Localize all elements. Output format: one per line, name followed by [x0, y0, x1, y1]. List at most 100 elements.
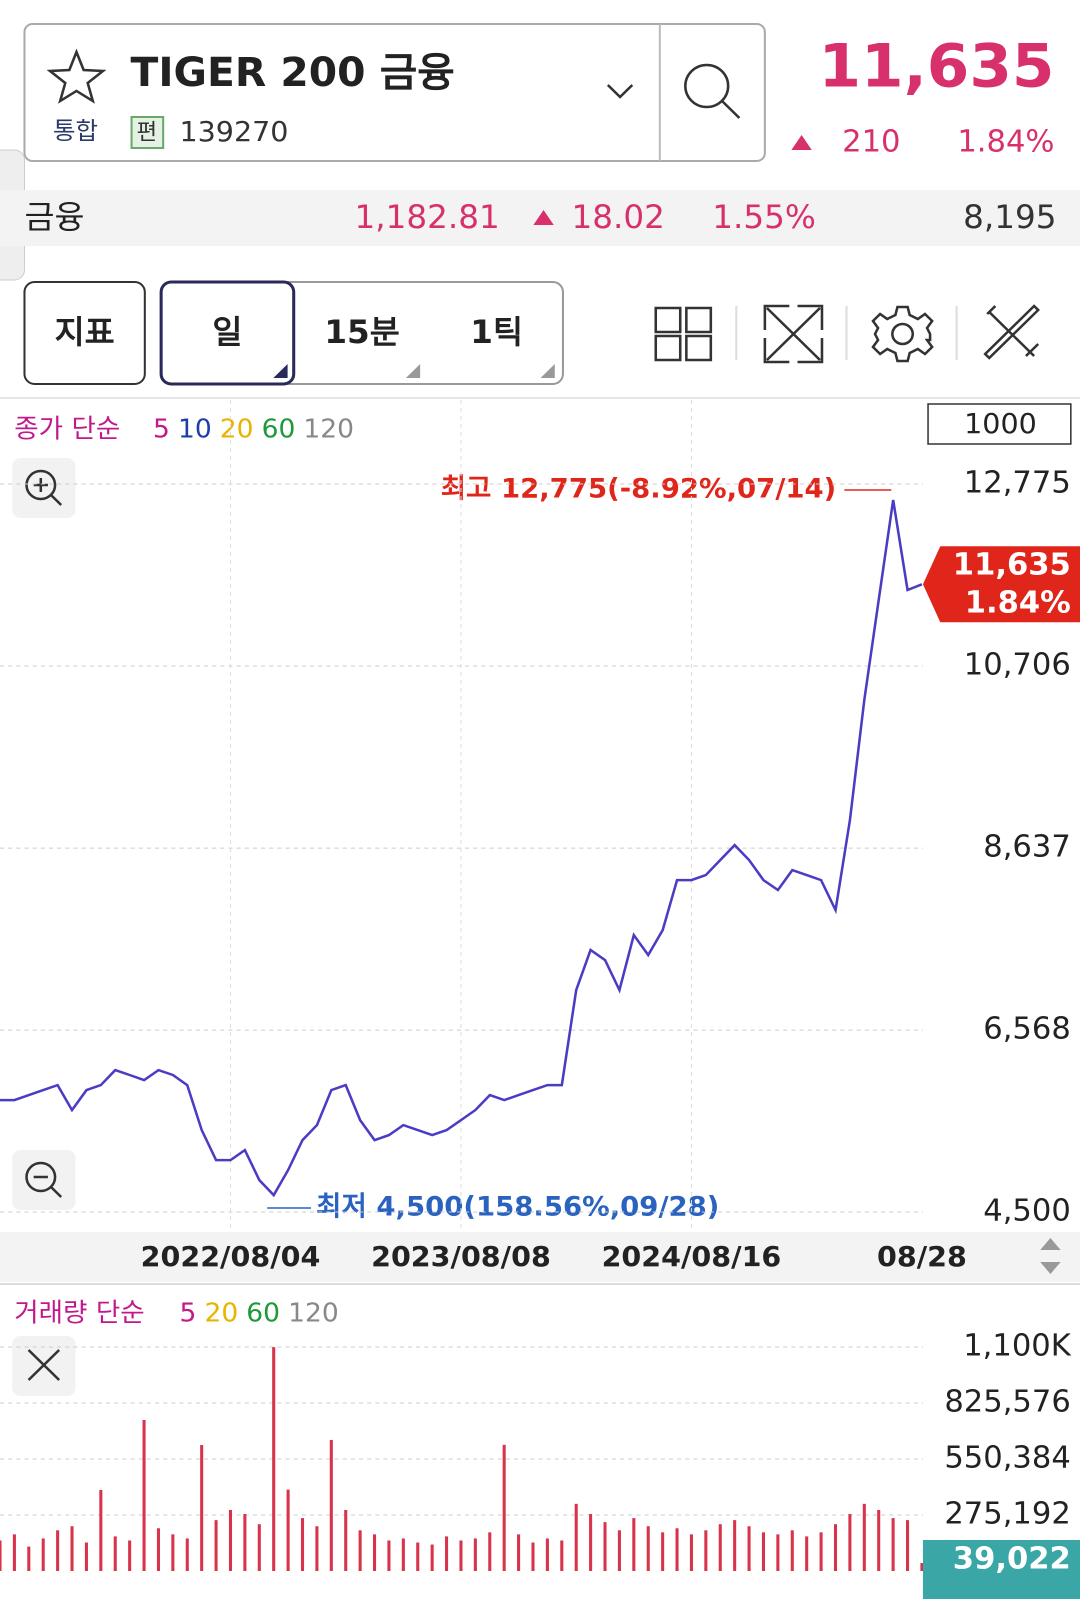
volume-bar — [646, 1526, 650, 1571]
y-tick-label: 6,568 — [983, 1012, 1071, 1047]
zoom-in[interactable] — [12, 458, 76, 518]
indicator-button[interactable] — [23, 281, 146, 385]
y-tick-label: 275,192 — [944, 1497, 1070, 1532]
volume-bar — [286, 1489, 290, 1571]
volume-bar — [373, 1534, 377, 1571]
y-tick-label: 10,706 — [964, 648, 1071, 683]
volume-bar — [704, 1530, 708, 1571]
volume-bar — [128, 1540, 132, 1571]
volume-bar — [747, 1526, 751, 1571]
volume-bar — [430, 1544, 434, 1571]
expand-icon[interactable] — [763, 304, 824, 364]
volume-bar — [733, 1520, 737, 1571]
volume-bar — [517, 1534, 521, 1571]
volume-bar — [718, 1524, 722, 1571]
volume-bar — [632, 1518, 636, 1571]
legend-item: 120 — [288, 1299, 339, 1329]
volume-bar — [113, 1536, 117, 1571]
volume-bar — [84, 1542, 88, 1571]
badge-box — [130, 116, 165, 149]
up-arrow — [533, 210, 554, 225]
volume-bar — [329, 1439, 333, 1571]
y-tick-label: 4,500 — [983, 1194, 1071, 1229]
search-box[interactable] — [23, 23, 766, 162]
zoom-out[interactable] — [12, 1150, 76, 1210]
favorite-star[interactable] — [46, 48, 107, 104]
low-annotation: 최저 4,500(158.56%,09/28) — [316, 1192, 719, 1223]
price-line — [0, 499, 923, 1198]
tab-selected[interactable] — [159, 280, 296, 386]
volume-bar — [689, 1534, 693, 1571]
dropdown-arrow[interactable] — [606, 84, 634, 99]
index-value: 1,182.81 — [354, 198, 499, 236]
volume-bar — [416, 1542, 420, 1571]
last-price: 11,635 — [953, 548, 1071, 583]
tools-icon[interactable] — [983, 304, 1040, 360]
legend-item: 60 — [262, 415, 296, 445]
volume-bar — [761, 1532, 765, 1571]
settings-icon[interactable] — [871, 305, 934, 363]
badge: 편 — [137, 120, 158, 146]
tab-label[interactable]: 1틱 — [470, 313, 523, 351]
volume-bar — [387, 1540, 391, 1571]
count: 1000 — [964, 407, 1037, 440]
volume-bar — [574, 1503, 578, 1571]
volume-bar — [156, 1528, 160, 1571]
legend-item: 60 — [246, 1299, 280, 1329]
price-change: 210 — [842, 125, 900, 160]
x-tick-label: 2022/08/04 — [141, 1240, 321, 1273]
high-annotation: 최고 12,775(-8.92%,07/14) — [441, 474, 837, 505]
y-tick-label: 825,576 — [944, 1385, 1070, 1420]
volume-bar — [531, 1542, 535, 1571]
x-tick-label: 2024/08/16 — [602, 1240, 782, 1273]
index-volume: 8,195 — [963, 198, 1056, 236]
legend-item: 120 — [303, 415, 354, 445]
volume-bar — [473, 1538, 477, 1571]
volume-bar — [661, 1532, 665, 1571]
volume-bar — [790, 1530, 794, 1571]
y-tick-label: 550,384 — [944, 1441, 1070, 1476]
y-tick-label: 12,775 — [964, 466, 1071, 501]
x-tick-label: 08/28 — [877, 1240, 967, 1273]
volume-bar — [401, 1538, 405, 1571]
index-rate: 1.55% — [712, 198, 816, 236]
tab-label[interactable]: 15분 — [324, 313, 399, 351]
volume-bar — [445, 1536, 449, 1571]
volume-bar — [185, 1538, 189, 1571]
index-name: 금융 — [24, 198, 84, 236]
stock-code: 139270 — [179, 115, 288, 148]
last-price-tag — [922, 546, 1080, 623]
corner-mark — [405, 364, 421, 378]
last-volume-tag — [922, 1540, 1080, 1599]
volume-bar — [228, 1509, 233, 1571]
volume-bar — [41, 1538, 45, 1571]
volume-bar — [272, 1347, 276, 1571]
y-tick-label: 8,637 — [983, 830, 1071, 865]
x-axis-band — [0, 1232, 1080, 1282]
last-volume: 39,022 — [953, 1542, 1071, 1577]
volume-bar — [99, 1490, 103, 1571]
volume-bar — [142, 1420, 146, 1571]
volume-bar — [12, 1534, 16, 1571]
market: 통합 — [53, 117, 98, 145]
count-box[interactable] — [927, 403, 1072, 445]
layout-icon[interactable] — [654, 306, 713, 362]
search-icon[interactable] — [684, 63, 730, 109]
legend-item: 5 — [153, 415, 170, 445]
volume-bar — [171, 1534, 175, 1571]
volume-bar — [214, 1520, 218, 1571]
volume-bar — [200, 1445, 204, 1571]
volume-bar — [502, 1444, 506, 1571]
volume-bar — [805, 1536, 809, 1571]
volume-bar — [862, 1503, 866, 1571]
tab-label: 지표 — [55, 313, 115, 351]
scroll-arrows[interactable] — [1040, 1238, 1061, 1274]
volume-bar — [56, 1530, 60, 1571]
volume-bar — [603, 1522, 607, 1571]
volume-bar — [589, 1514, 593, 1571]
price-change-rate: 1.84% — [957, 125, 1054, 160]
volume-bar — [459, 1540, 463, 1571]
legend-item: 20 — [204, 1299, 238, 1329]
tab-label[interactable]: 일 — [212, 313, 242, 351]
volume-bar — [27, 1546, 31, 1571]
